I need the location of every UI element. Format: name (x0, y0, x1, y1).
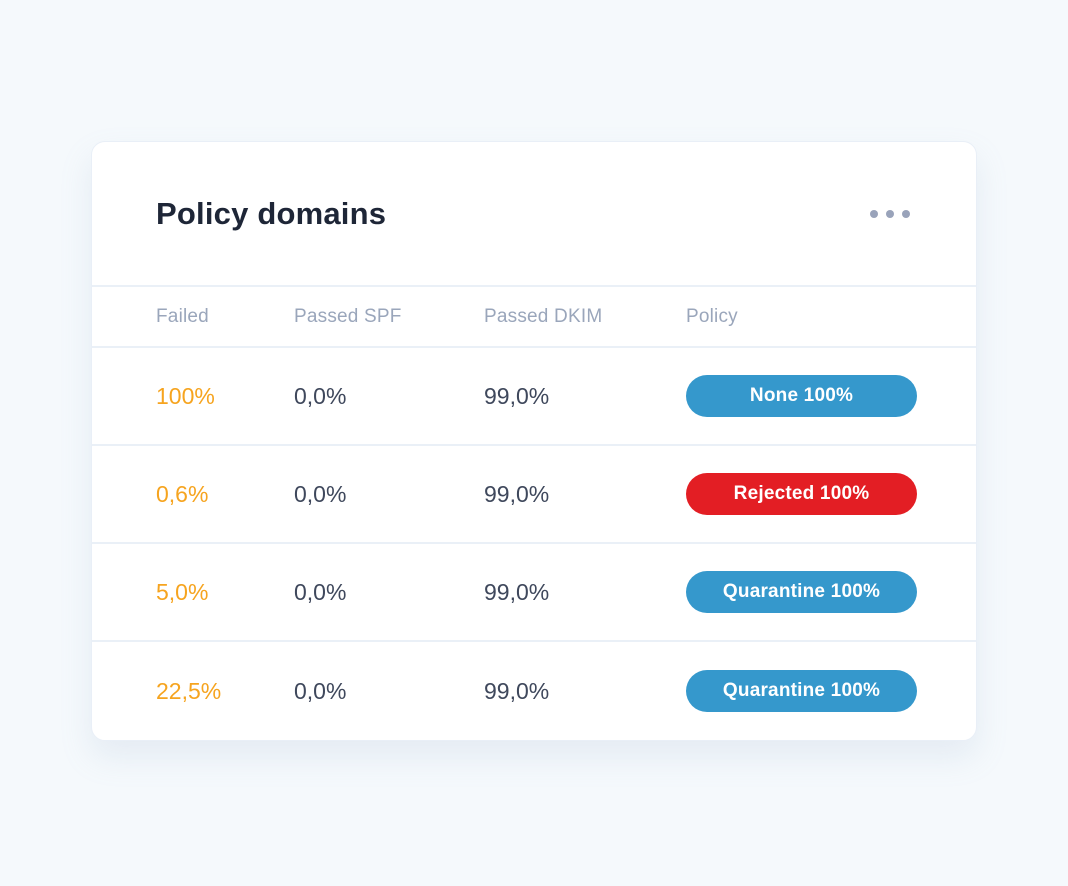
ellipsis-dot (902, 209, 910, 218)
cell-passed-dkim: 99,0% (484, 382, 550, 409)
policy-domains-card: Policy domains Failed Passed SPF Passed … (91, 141, 977, 741)
cell-passed-spf: 0,0% (294, 677, 347, 704)
table-row: 100% 0,0% 99,0% None 100% (92, 348, 976, 446)
cell-passed-spf: 0,0% (294, 382, 347, 409)
cell-passed-dkim: 99,0% (484, 480, 550, 507)
menu-button[interactable] (866, 202, 914, 226)
cell-passed-spf: 0,0% (294, 578, 347, 605)
policy-badge[interactable]: Quarantine 100% (686, 670, 917, 712)
policy-badge[interactable]: Quarantine 100% (686, 571, 917, 613)
cell-failed: 5,0% (156, 578, 209, 605)
table-row: 0,6% 0,0% 99,0% Rejected 100% (92, 446, 976, 544)
table-row: 22,5% 0,0% 99,0% Quarantine 100% (92, 642, 976, 740)
cell-passed-spf: 0,0% (294, 480, 347, 507)
column-header-passed-dkim: Passed DKIM (484, 305, 603, 327)
column-header-policy: Policy (686, 305, 738, 327)
policy-badge[interactable]: Rejected 100% (686, 473, 917, 515)
cell-failed: 0,6% (156, 480, 209, 507)
table-row: 5,0% 0,0% 99,0% Quarantine 100% (92, 544, 976, 642)
cell-failed: 22,5% (156, 677, 222, 704)
cell-failed: 100% (156, 382, 215, 409)
policy-badge[interactable]: None 100% (686, 375, 917, 417)
card-title: Policy domains (156, 195, 387, 231)
ellipsis-dot (886, 209, 894, 218)
card-header: Policy domains (92, 142, 976, 287)
cell-passed-dkim: 99,0% (484, 578, 550, 605)
ellipsis-icon (870, 209, 910, 218)
cell-passed-dkim: 99,0% (484, 677, 550, 704)
column-header-failed: Failed (156, 305, 209, 327)
column-header-passed-spf: Passed SPF (294, 305, 402, 327)
table-header-row: Failed Passed SPF Passed DKIM Policy (92, 287, 976, 348)
ellipsis-dot (870, 209, 878, 218)
